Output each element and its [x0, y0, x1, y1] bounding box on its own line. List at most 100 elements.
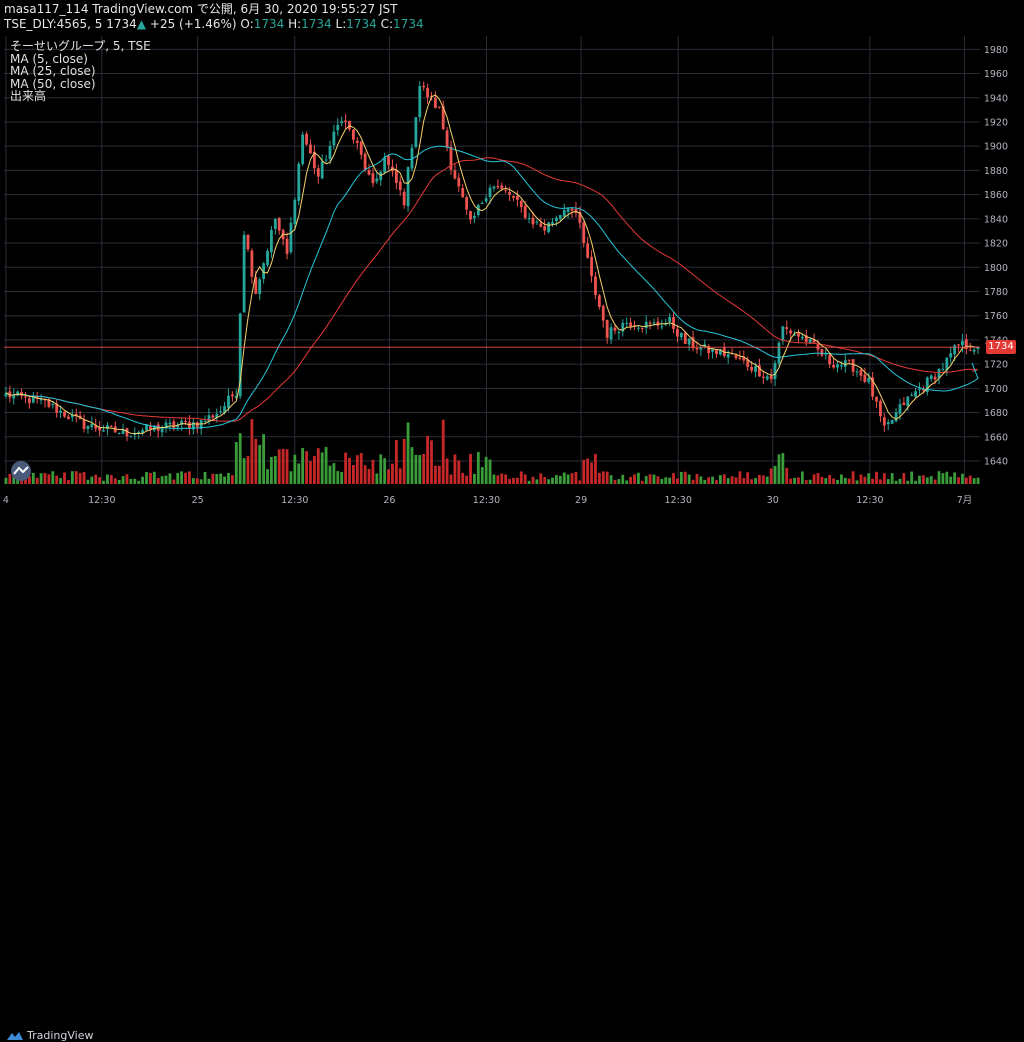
volume-bar [43, 473, 47, 484]
price-tick-label: 1820 [984, 239, 1008, 250]
volume-bar [234, 442, 238, 484]
candle-body [211, 415, 215, 418]
candle-body [469, 211, 472, 220]
volume-bar [398, 468, 402, 484]
candle-body [24, 396, 27, 398]
candle-body [363, 153, 367, 170]
volume-bar [808, 479, 812, 484]
candle-body [254, 276, 258, 294]
candle-body [531, 217, 535, 225]
candle-body [180, 420, 184, 425]
candle-body [90, 423, 94, 428]
candle-body [465, 197, 469, 210]
volume-bar [39, 473, 43, 484]
candle-body [39, 398, 43, 401]
price-tick-label: 1980 [984, 45, 1008, 56]
volume-bar [211, 473, 215, 484]
volume-bar [340, 471, 344, 484]
volume-bar [699, 476, 703, 484]
volume-bar [426, 436, 429, 484]
price-tick-label: 1760 [984, 311, 1008, 322]
volume-bar [191, 478, 195, 484]
candle-body [336, 124, 340, 131]
volume-bar [656, 476, 660, 484]
volume-bar [590, 462, 593, 484]
volume-bar [367, 468, 371, 484]
candle-body [621, 322, 625, 332]
volume-bar [789, 478, 793, 484]
volume-bar [625, 480, 629, 484]
candle-body [164, 422, 168, 428]
legend-title[interactable]: そーせいグループ, 5, TSE [10, 39, 151, 53]
volume-bar [449, 474, 453, 484]
volume-bar [640, 480, 644, 484]
candle-body [484, 198, 488, 202]
candle-body [340, 121, 344, 124]
volume-bar [441, 419, 445, 484]
volume-bar [941, 473, 945, 484]
volume-bar [679, 471, 683, 484]
volume-bar [465, 475, 469, 484]
legend-ma5[interactable]: MA (5, close) [10, 51, 88, 66]
volume-bar [558, 475, 562, 484]
candle-body [355, 140, 359, 143]
volume-bar [262, 434, 266, 484]
volume-bar [4, 477, 8, 484]
volume-bar [145, 472, 148, 484]
volume-bar [605, 471, 609, 484]
candle-body [16, 391, 20, 396]
candle-body [496, 185, 500, 188]
legend-ma25[interactable]: MA (25, close) [10, 64, 96, 78]
volume-bar [488, 459, 492, 484]
candle-body [738, 357, 742, 359]
volume-bar [176, 472, 180, 484]
legend-ma50[interactable]: MA (50, close) [10, 76, 96, 91]
candle-body [125, 428, 129, 437]
candle-body [968, 349, 972, 351]
candle-body [824, 353, 828, 355]
candle-body [148, 425, 152, 430]
price-tick-label: 1860 [984, 190, 1008, 201]
tradingview-brand[interactable]: TradingView [27, 1029, 94, 1042]
candle-body [523, 205, 527, 219]
volume-bar [332, 463, 336, 484]
candle-body [613, 327, 617, 331]
volume-bar [312, 455, 316, 484]
candle-body [242, 234, 246, 313]
volume-bar [551, 477, 554, 484]
candle-body [31, 396, 35, 403]
volume-bar [875, 471, 878, 484]
volume-bar [683, 471, 687, 484]
candle-body [555, 217, 558, 222]
time-axis[interactable]: 4 12:30 25 12:30 26 12:30 29 12:30 30 12:30 7月 [3, 495, 972, 506]
candle-body [4, 392, 8, 397]
candle-body [328, 145, 332, 160]
price-chart[interactable]: 1640166016801700172017401760178018001820… [0, 36, 1024, 512]
volume-bar [629, 476, 632, 484]
legend-volume[interactable]: 出来高 [10, 89, 47, 103]
volume-bar [703, 479, 707, 484]
volume-bar [309, 461, 312, 484]
volume-bar [293, 454, 297, 484]
candle-body [371, 173, 375, 184]
volume-bar [594, 453, 597, 484]
volume-bar [816, 472, 820, 484]
candle-body [492, 186, 496, 189]
candle-body [777, 342, 781, 364]
volume-bar [660, 478, 664, 484]
price-axis[interactable]: 1640166016801700172017401760178018001820… [984, 45, 1008, 468]
candle-body [945, 357, 949, 371]
candle-body [761, 376, 765, 378]
volume-bar [203, 472, 207, 484]
volume-bar [51, 471, 55, 484]
candle-body [789, 330, 793, 334]
volume-bar [597, 472, 601, 484]
candle-body [808, 338, 812, 344]
candle-body [711, 348, 714, 352]
volume-bar [894, 480, 898, 484]
candle-body [601, 305, 605, 321]
candle-body [820, 349, 824, 356]
candle-body [312, 151, 316, 169]
volume-bar [12, 473, 16, 484]
candle-body [527, 218, 531, 220]
